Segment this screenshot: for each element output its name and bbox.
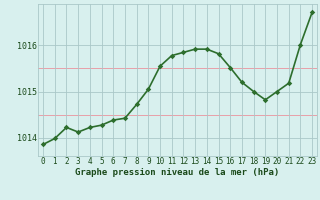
X-axis label: Graphe pression niveau de la mer (hPa): Graphe pression niveau de la mer (hPa) [76,168,280,177]
